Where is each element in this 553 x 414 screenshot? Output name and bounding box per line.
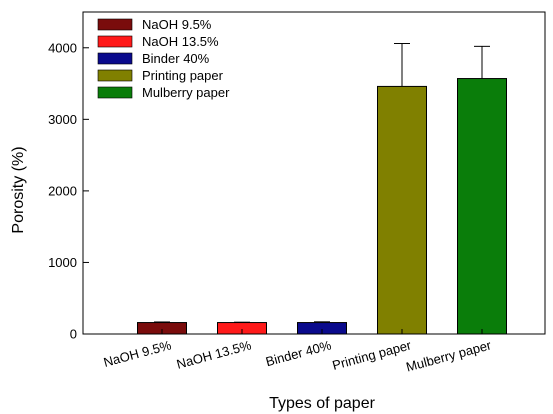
x-tick-label: NaOH 13.5% bbox=[175, 337, 253, 371]
legend-swatch bbox=[97, 35, 133, 48]
y-tick-label: 3000 bbox=[48, 112, 77, 127]
x-tick-label: Mulberry paper bbox=[404, 337, 493, 374]
legend-label: Binder 40% bbox=[142, 51, 210, 66]
x-axis-title: Types of paper bbox=[269, 395, 376, 412]
error-bars bbox=[154, 42, 490, 323]
y-axis-ticks: 0 1000 2000 3000 4000 bbox=[48, 40, 89, 342]
legend-swatch bbox=[97, 86, 133, 99]
legend-swatch bbox=[97, 18, 133, 31]
y-tick-label: 2000 bbox=[48, 183, 77, 198]
legend-label: Printing paper bbox=[142, 68, 224, 83]
bar-4 bbox=[457, 78, 507, 335]
bar-3 bbox=[377, 85, 427, 335]
x-axis-tick-labels: NaOH 9.5% NaOH 13.5% Binder 40%Printing pa… bbox=[102, 329, 493, 375]
legend-swatch bbox=[97, 69, 133, 82]
legend: NaOH 9.5% NaOH 13.5% Binder 40% Printing pa… bbox=[97, 17, 230, 100]
y-tick-label: 4000 bbox=[48, 40, 77, 55]
legend-label: NaOH 9.5% bbox=[142, 17, 212, 32]
y-tick-label: 1000 bbox=[48, 255, 77, 270]
x-tick-label: Binder 40% bbox=[264, 337, 333, 369]
legend-label: NaOH 13.5% bbox=[142, 34, 219, 49]
y-axis-title: Porosity (%) bbox=[10, 146, 27, 233]
legend-label: Mulberry paper bbox=[142, 85, 230, 100]
x-tick-label: Printing paper bbox=[331, 337, 414, 373]
bars bbox=[137, 78, 507, 335]
x-tick-label: NaOH 9.5% bbox=[102, 337, 173, 370]
legend-swatch bbox=[97, 52, 133, 65]
y-tick-label: 0 bbox=[70, 327, 77, 342]
